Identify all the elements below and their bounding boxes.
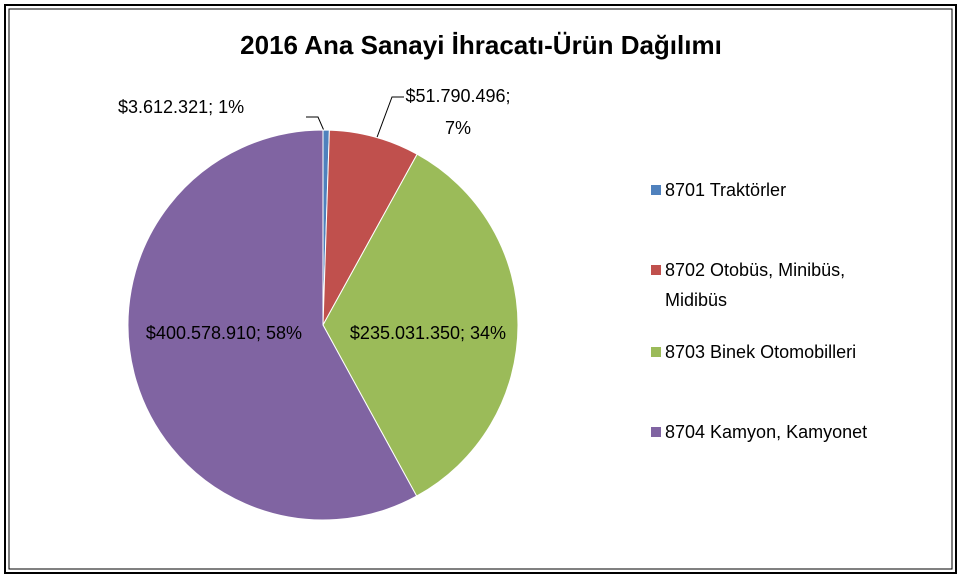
legend-label: 8702 Otobüs, Minibüs, Midibüs — [665, 260, 846, 310]
chart-title: 2016 Ana Sanayi İhracatı-Ürün Dağılımı — [240, 30, 722, 60]
data-label: $235.031.350; 34% — [349, 323, 507, 343]
frame — [4, 4, 957, 574]
leader-line — [375, 96, 404, 141]
legend-swatch — [651, 427, 661, 437]
legend-label: 8704 Kamyon, Kamyonet — [665, 422, 868, 442]
pie-slice — [127, 129, 418, 521]
legend-label: 8703 Binek Otomobilleri — [665, 342, 857, 362]
pie-slice — [322, 153, 519, 497]
frame-inner — [8, 8, 953, 570]
data-label: $51.790.496; 7% — [405, 86, 511, 138]
legend-swatch — [651, 185, 661, 195]
legend-swatch — [651, 265, 661, 275]
data-label: $400.578.910; 58% — [145, 323, 303, 343]
data-label: $3.612.321; 1% — [118, 97, 245, 117]
legend-swatch — [651, 347, 661, 357]
legend-label: 8701 Traktörler — [665, 180, 787, 200]
leader-line — [306, 116, 326, 134]
